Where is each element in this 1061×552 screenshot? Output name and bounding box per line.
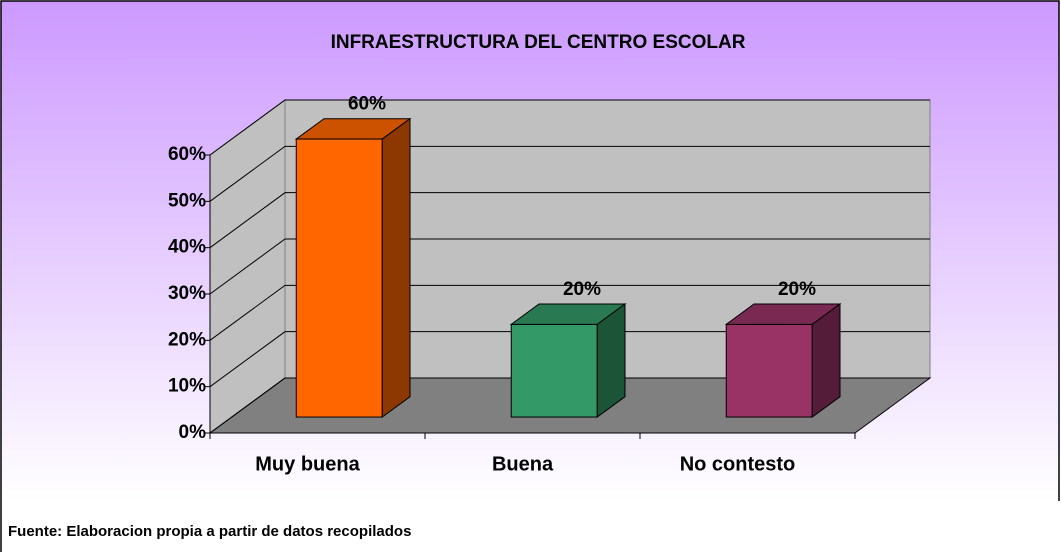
x-tick-label: Buena (492, 453, 554, 475)
y-tick-label: 30% (168, 283, 206, 304)
grid-line (209, 284, 930, 341)
y-tick-label: 60% (168, 144, 206, 165)
data-label: 20% (778, 279, 816, 300)
y-tick-label: 0% (179, 422, 207, 443)
data-label: 60% (348, 94, 386, 115)
data-label: 20% (563, 279, 601, 300)
y-tick-label: 50% (168, 190, 206, 211)
bar (510, 323, 598, 418)
grid-line (209, 145, 930, 202)
bar-side (381, 117, 411, 419)
bar-side (811, 303, 841, 419)
bar-side (596, 303, 626, 419)
source-note: Fuente: Elaboracion propia a partir de d… (8, 523, 411, 540)
bar (725, 323, 813, 418)
y-tick-label: 10% (168, 376, 206, 397)
bar (295, 138, 383, 418)
grid-line (209, 99, 930, 156)
grid-line (209, 331, 930, 388)
grid-line (209, 377, 930, 434)
x-tick-label: Muy buena (255, 453, 360, 475)
y-tick-label: 20% (168, 329, 206, 350)
chart-title: INFRAESTRUCTURA DEL CENTRO ESCOLAR (331, 32, 746, 53)
grid-line (209, 192, 930, 249)
y-tick-label: 40% (168, 237, 206, 258)
grid-line (209, 238, 930, 295)
x-tick-label: No contesto (680, 453, 796, 475)
